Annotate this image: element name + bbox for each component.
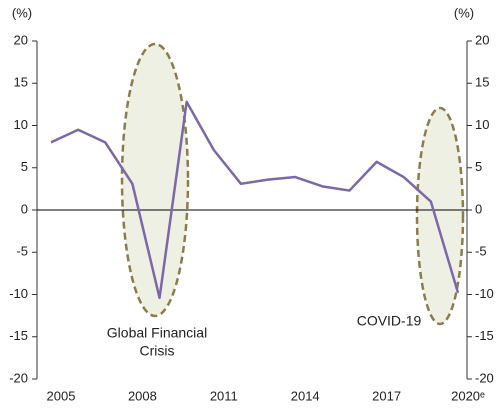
y2-tick-label: 5 [475,159,482,174]
data-line [50,100,460,300]
y2-tick-label: 15 [475,75,489,90]
y-tick-label: -20 [9,370,28,385]
x-tick-label: 2008 [128,388,157,403]
y2-tick-label: 0 [475,201,482,216]
highlight-ellipse [120,42,190,318]
y-unit: (%) [12,5,32,20]
y-tick-label: -5 [16,244,28,259]
y2-tick-label: -20 [475,370,494,385]
x-tick-label: 2020ᵉ [451,388,485,403]
y-tick-label: 0 [21,201,28,216]
x-tick-label: 2017 [372,388,401,403]
highlight-ellipse [415,106,465,326]
y2-tick-label: -10 [475,286,494,301]
annotation: COVID-19 [357,313,422,329]
y-tick-label: -15 [9,328,28,343]
x-tick-label: 2005 [47,388,76,403]
x-tick-label: 2011 [210,388,238,403]
annotation: Crisis [140,343,175,359]
annotation: Global Financial [107,325,207,341]
y2-unit: (%) [454,5,474,20]
y2-tick-label: -5 [475,244,487,259]
y-tick-label: 5 [21,159,28,174]
y-tick-label: 10 [14,117,28,132]
y2-tick-label: 10 [475,117,489,132]
y-tick-label: 15 [14,75,28,90]
x-tick-label: 2014 [291,388,320,403]
y2-tick-label: -15 [475,328,494,343]
y-tick-label: -10 [9,286,28,301]
y2-tick-label: 20 [475,32,489,47]
y-tick-label: 20 [14,32,28,47]
